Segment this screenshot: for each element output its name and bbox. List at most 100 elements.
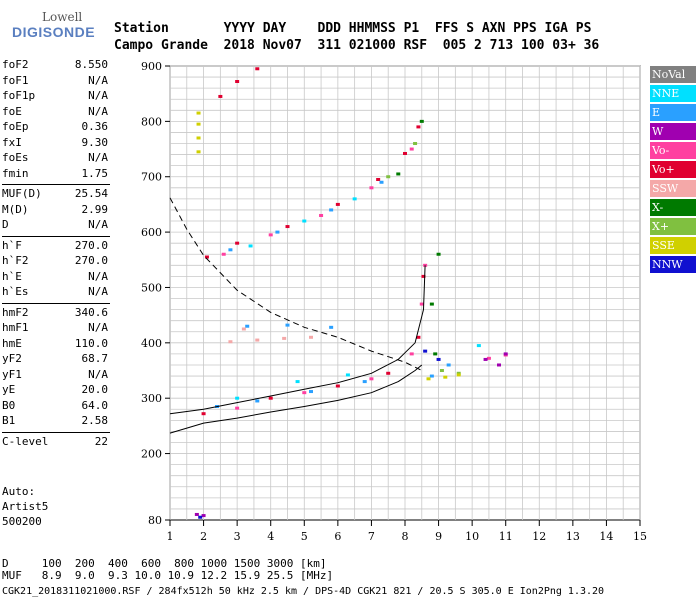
param-key: B0: [2, 398, 16, 412]
logo-line1: Lowell: [42, 10, 83, 24]
legend-vo-swatch: Vo-: [650, 142, 696, 159]
data-point-vo: [369, 186, 374, 190]
param-value: N/A: [88, 285, 108, 298]
header-labels: Station YYYY DAY DDD HHMMSS P1 FFS S AXN…: [114, 21, 592, 36]
x-tick-label: 15: [633, 530, 647, 543]
data-point-e: [255, 399, 260, 403]
param-row-hf2: h`F2 270.0: [2, 254, 110, 269]
param-row-b0: B0 64.0: [2, 399, 110, 414]
artist-code: 500200: [2, 515, 42, 528]
data-point-vo: [235, 80, 240, 84]
data-point-e: [362, 380, 367, 384]
data-point-vo: [319, 213, 324, 217]
x-tick-label: 6: [334, 530, 341, 543]
data-point-vo: [335, 202, 340, 206]
param-row-md: M(D) 2.99: [2, 203, 110, 218]
data-point-x: [429, 302, 434, 306]
param-key: fmin: [2, 166, 29, 180]
x-tick-label: 5: [301, 530, 308, 543]
data-point-vo: [419, 302, 424, 306]
data-point-ssw: [282, 336, 287, 340]
param-key: foEp: [2, 120, 29, 133]
data-point-nne: [345, 373, 350, 377]
file-info-line: CGK21_2018311021000.RSF / 284fx512h 50 k…: [2, 586, 605, 597]
y-tick-label: 900: [141, 60, 162, 73]
data-point-vo: [285, 225, 290, 229]
data-point-x: [413, 142, 418, 146]
param-key: hmF1: [2, 321, 29, 334]
data-point-vo: [235, 406, 240, 410]
data-point-e: [329, 208, 334, 212]
param-row-fmin: fmin 1.75: [2, 167, 110, 182]
param-value: N/A: [88, 218, 108, 231]
data-point-vo: [386, 371, 391, 375]
param-separator: [2, 184, 110, 185]
data-point-ssw: [228, 340, 233, 344]
data-point-nnw: [423, 349, 428, 353]
x-tick-label: 1: [167, 530, 174, 543]
data-point-vo: [268, 233, 273, 237]
data-point-e: [228, 248, 233, 252]
param-row-yf1: yF1 N/A: [2, 368, 110, 383]
param-key: C-level: [2, 434, 49, 448]
param-value: N/A: [88, 269, 108, 283]
data-point-e: [275, 230, 280, 234]
param-row-fof1: foF1 N/A: [2, 74, 110, 89]
data-point-w: [483, 357, 488, 361]
x-tick-label: 12: [532, 530, 546, 543]
data-point-vo: [201, 412, 206, 416]
data-point-vo: [221, 252, 226, 256]
y-tick-label: 300: [141, 392, 162, 405]
param-separator: [2, 431, 110, 433]
param-row-he: h`E N/A: [2, 270, 110, 285]
param-value: 22: [94, 434, 108, 448]
param-row-hf: h`F 270.0: [2, 239, 110, 254]
data-point-nnw: [436, 357, 441, 361]
y-tick-label: 600: [141, 226, 162, 239]
data-point-ssw: [241, 327, 246, 331]
y-tick-label: 500: [141, 281, 162, 294]
data-point-vo: [268, 396, 273, 400]
data-point-nnw: [198, 515, 203, 519]
data-point-e: [285, 323, 290, 327]
data-point-e: [329, 325, 334, 329]
data-point-vo: [403, 151, 407, 155]
param-key: yE: [2, 383, 16, 396]
y-tick-label: 700: [141, 171, 162, 184]
legend-nne-swatch: NNE: [650, 85, 696, 102]
param-key: foEs: [2, 151, 29, 164]
param-key: fxI: [2, 135, 22, 149]
param-key: foF2: [2, 58, 29, 71]
param-row-ye: yE 20.0: [2, 383, 110, 398]
distance-muf-table: D 100 200 400 600 800 1000 1500 3000 [km…: [2, 558, 333, 581]
auto-label: Auto:: [2, 485, 36, 498]
data-point-vo: [218, 94, 223, 98]
param-value: 1.75: [81, 166, 109, 180]
param-value: 270.0: [74, 238, 108, 252]
param-row-hmf1: hmF1 N/A: [2, 321, 110, 336]
param-value: 2.99: [81, 202, 109, 216]
param-key: h`F2: [2, 254, 29, 267]
ionogram-chart: 1 2 3 4 5 6 7 8 9 10 11 12 13 14 158020030040050060070…: [141, 60, 647, 543]
auto-scaling-info: Auto: Artist5 500200: [2, 484, 48, 529]
param-key: hmE: [2, 336, 22, 350]
data-point-e: [379, 180, 384, 184]
param-value: N/A: [88, 321, 108, 334]
artist-version: Artist5: [2, 500, 49, 513]
legend-nnw-swatch: NNW: [650, 256, 696, 273]
distance-row: D 100 200 400 600 800 1000 1500 3000 [km…: [2, 557, 327, 570]
curve-profile-upper: [169, 265, 426, 415]
y-tick-label: 80: [148, 514, 162, 527]
legend-e-swatch: E: [650, 104, 696, 121]
data-point-vo: [335, 384, 340, 388]
x-tick-label: 10: [465, 530, 479, 543]
data-point-vo: [409, 147, 414, 151]
data-point-x: [439, 369, 444, 373]
param-value: N/A: [88, 151, 108, 164]
param-key: B1: [2, 414, 16, 427]
muf-row: MUF 8.9 9.0 9.3 10.0 10.9 12.2 15.9 25.5…: [2, 568, 334, 582]
param-value: 0.36: [81, 120, 109, 133]
data-point-e: [309, 390, 313, 394]
param-value: N/A: [88, 367, 108, 381]
x-tick-label: 13: [566, 530, 580, 543]
